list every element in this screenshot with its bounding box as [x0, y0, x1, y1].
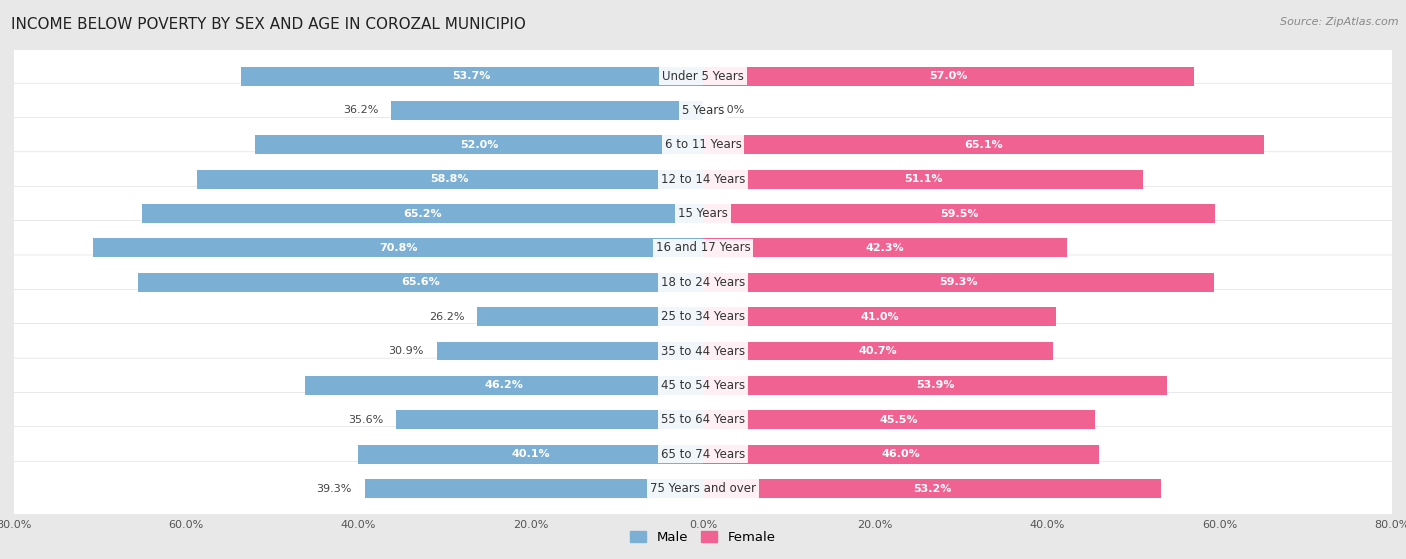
- Text: 35.6%: 35.6%: [349, 415, 384, 425]
- FancyBboxPatch shape: [7, 117, 1399, 172]
- Text: 53.9%: 53.9%: [915, 380, 955, 390]
- Bar: [305, 376, 703, 395]
- Text: Under 5 Years: Under 5 Years: [662, 69, 744, 83]
- Text: 57.0%: 57.0%: [929, 71, 967, 81]
- Legend: Male, Female: Male, Female: [626, 526, 780, 549]
- Bar: [703, 239, 1067, 257]
- Text: 53.7%: 53.7%: [453, 71, 491, 81]
- Bar: [703, 342, 1053, 361]
- FancyBboxPatch shape: [7, 461, 1399, 516]
- Bar: [142, 204, 703, 223]
- Text: 65.1%: 65.1%: [965, 140, 1002, 150]
- Bar: [437, 342, 703, 361]
- Text: 40.7%: 40.7%: [859, 346, 897, 356]
- Text: 75 Years and over: 75 Years and over: [650, 482, 756, 495]
- Bar: [703, 410, 1095, 429]
- Bar: [703, 204, 1215, 223]
- Bar: [240, 67, 703, 86]
- Bar: [703, 307, 1056, 326]
- Text: 0.0%: 0.0%: [716, 106, 744, 116]
- Bar: [703, 67, 1194, 86]
- Text: 46.0%: 46.0%: [882, 449, 921, 459]
- Text: 30.9%: 30.9%: [388, 346, 425, 356]
- Bar: [703, 445, 1099, 463]
- Text: 45 to 54 Years: 45 to 54 Years: [661, 379, 745, 392]
- Bar: [703, 273, 1213, 292]
- FancyBboxPatch shape: [7, 358, 1399, 413]
- Text: 51.1%: 51.1%: [904, 174, 942, 184]
- Text: Source: ZipAtlas.com: Source: ZipAtlas.com: [1281, 17, 1399, 27]
- Bar: [703, 479, 1161, 498]
- Text: 39.3%: 39.3%: [316, 484, 352, 494]
- Text: 35 to 44 Years: 35 to 44 Years: [661, 344, 745, 358]
- FancyBboxPatch shape: [7, 221, 1399, 275]
- Text: 42.3%: 42.3%: [866, 243, 904, 253]
- Bar: [364, 479, 703, 498]
- Text: 46.2%: 46.2%: [485, 380, 523, 390]
- FancyBboxPatch shape: [7, 290, 1399, 344]
- Bar: [391, 101, 703, 120]
- Bar: [396, 410, 703, 429]
- FancyBboxPatch shape: [7, 324, 1399, 378]
- Text: 41.0%: 41.0%: [860, 312, 898, 321]
- Text: 65 to 74 Years: 65 to 74 Years: [661, 448, 745, 461]
- FancyBboxPatch shape: [7, 83, 1399, 138]
- Text: 40.1%: 40.1%: [510, 449, 550, 459]
- Text: 59.5%: 59.5%: [941, 209, 979, 219]
- Bar: [197, 170, 703, 188]
- FancyBboxPatch shape: [7, 392, 1399, 447]
- Text: 25 to 34 Years: 25 to 34 Years: [661, 310, 745, 323]
- Text: 6 to 11 Years: 6 to 11 Years: [665, 138, 741, 151]
- Text: 65.2%: 65.2%: [404, 209, 441, 219]
- FancyBboxPatch shape: [7, 427, 1399, 481]
- Text: 55 to 64 Years: 55 to 64 Years: [661, 413, 745, 427]
- Text: 52.0%: 52.0%: [460, 140, 498, 150]
- FancyBboxPatch shape: [7, 186, 1399, 241]
- Bar: [256, 135, 703, 154]
- FancyBboxPatch shape: [7, 49, 1399, 103]
- FancyBboxPatch shape: [7, 255, 1399, 310]
- Bar: [138, 273, 703, 292]
- Text: 70.8%: 70.8%: [378, 243, 418, 253]
- Bar: [703, 135, 1264, 154]
- Text: 36.2%: 36.2%: [343, 106, 378, 116]
- Text: 45.5%: 45.5%: [880, 415, 918, 425]
- Text: 18 to 24 Years: 18 to 24 Years: [661, 276, 745, 289]
- Text: 26.2%: 26.2%: [429, 312, 464, 321]
- Text: 65.6%: 65.6%: [401, 277, 440, 287]
- Text: 16 and 17 Years: 16 and 17 Years: [655, 241, 751, 254]
- Text: 58.8%: 58.8%: [430, 174, 470, 184]
- Text: 53.2%: 53.2%: [912, 484, 952, 494]
- Text: 5 Years: 5 Years: [682, 104, 724, 117]
- Bar: [357, 445, 703, 463]
- FancyBboxPatch shape: [7, 152, 1399, 206]
- Bar: [703, 376, 1167, 395]
- Bar: [703, 170, 1143, 188]
- Text: 59.3%: 59.3%: [939, 277, 977, 287]
- Text: 15 Years: 15 Years: [678, 207, 728, 220]
- Text: INCOME BELOW POVERTY BY SEX AND AGE IN COROZAL MUNICIPIO: INCOME BELOW POVERTY BY SEX AND AGE IN C…: [11, 17, 526, 32]
- Bar: [93, 239, 703, 257]
- Text: 12 to 14 Years: 12 to 14 Years: [661, 173, 745, 186]
- Bar: [478, 307, 703, 326]
